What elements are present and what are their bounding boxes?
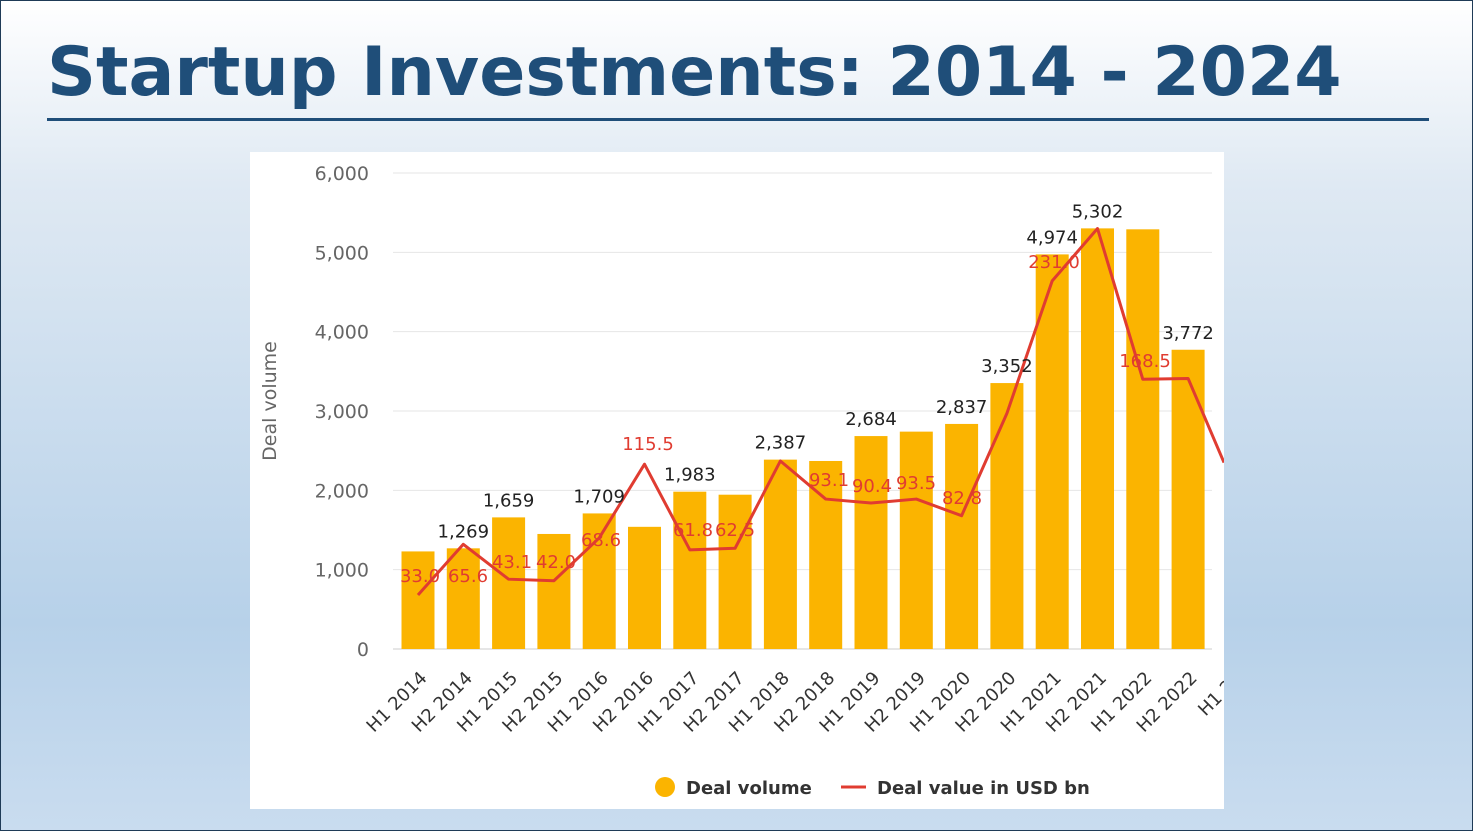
legend-label-deal-value: Deal value in USD bn [877, 778, 1090, 799]
bar-data-label: 1,709 [573, 486, 625, 507]
bar-data-label: 3,352 [981, 356, 1033, 377]
y-tick-label: 6,000 [315, 163, 369, 185]
bar-data-label: 1,983 [664, 465, 716, 486]
bar [809, 460, 843, 649]
deal-value-line [416, 227, 1224, 597]
y-axis-label: Deal volume [259, 341, 281, 461]
bar [401, 551, 435, 649]
bar [990, 383, 1024, 649]
line-data-label: 61.8 [673, 520, 713, 541]
legend-marker-deal-volume [655, 777, 675, 797]
bar [673, 491, 707, 649]
line-data-label: 231.0 [1028, 252, 1080, 273]
bar [1126, 229, 1160, 649]
bar-data-label: 1,659 [483, 490, 535, 511]
line-data-label: 42.0 [536, 552, 576, 573]
bar [1035, 254, 1069, 649]
line-data-label: 43.1 [492, 552, 532, 573]
bar [718, 494, 752, 649]
line-data-label: 62.5 [715, 520, 755, 541]
line-data-label: 90.4 [852, 476, 892, 497]
y-tick-label: 1,000 [315, 560, 369, 582]
bar [763, 459, 797, 649]
bar-data-label: 1,269 [438, 521, 490, 542]
bar-data-label: 2,387 [755, 433, 807, 454]
bar [1171, 349, 1205, 649]
bar [854, 436, 888, 649]
chart-svg: 0 1,000 2,000 3,000 4,000 5,000 6,000 Deal volu… [259, 163, 1224, 799]
line-data-label: 33.0 [400, 566, 440, 587]
bar-data-label: 2,684 [845, 409, 897, 430]
bar [446, 548, 480, 649]
line-data-label: 82.8 [942, 488, 982, 509]
bar [628, 526, 661, 649]
x-tick-label: H1 20 [1194, 668, 1224, 721]
y-tick-label: 3,000 [315, 401, 369, 423]
line-data-label: 68.6 [581, 530, 621, 551]
y-tick-label: 0 [357, 639, 369, 661]
bar-data-label: 2,837 [936, 397, 988, 418]
bar [537, 533, 571, 649]
line-data-label: 115.5 [622, 434, 674, 455]
y-tick-label: 5,000 [315, 242, 369, 264]
legend-label-deal-volume: Deal volume [686, 778, 812, 799]
line-data-label: 93.5 [896, 473, 936, 494]
bar-data-label: 3,772 [1162, 323, 1214, 344]
line-data-label: 93.1 [809, 470, 849, 491]
y-tick-label: 4,000 [315, 322, 369, 344]
line-data-label: 65.6 [448, 566, 488, 587]
slide-title: Startup Investments: 2014 - 2024 [47, 33, 1342, 112]
chart-panel: 0 1,000 2,000 3,000 4,000 5,000 6,000 Deal volu… [250, 152, 1224, 809]
bar [945, 423, 979, 649]
bar-data-label: 5,302 [1072, 201, 1124, 222]
bar [899, 431, 933, 649]
bar [492, 517, 526, 649]
line-data-label: 168.5 [1119, 351, 1171, 372]
bar [1081, 228, 1114, 649]
bar-data-label: 4,974 [1026, 227, 1078, 248]
title-underline [47, 118, 1429, 121]
y-tick-label: 2,000 [315, 480, 369, 502]
